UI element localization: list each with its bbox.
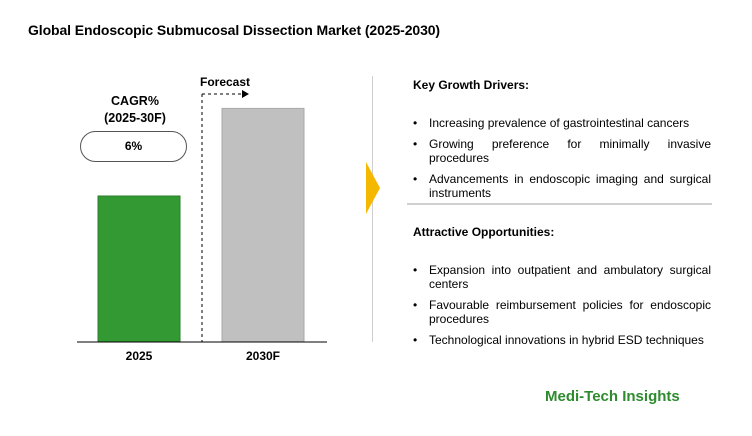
- bars-group: [97, 107, 305, 343]
- market-bar-chart: 2025 2030F: [77, 90, 327, 363]
- x-tick-label: 2030F: [246, 349, 280, 363]
- list-item: Expansion into outpatient and ambulatory…: [413, 263, 711, 291]
- list-item: Technological innovations in hybrid ESD …: [413, 333, 711, 347]
- page-title: Global Endoscopic Submucosal Dissection …: [28, 22, 440, 38]
- forecast-arrow-head: [242, 90, 249, 98]
- horizontal-divider: [407, 203, 712, 205]
- list-item: Advancements in endoscopic imaging and s…: [413, 172, 711, 200]
- list-item: Favourable reimbursement policies for en…: [413, 298, 711, 326]
- bar-2030f: [221, 107, 305, 343]
- forecast-label: Forecast: [200, 75, 251, 89]
- x-tick-label: 2025: [126, 349, 153, 363]
- opportunities-list: Expansion into outpatient and ambulatory…: [413, 263, 711, 354]
- brand-logo-text: Medi-Tech Insights: [545, 388, 680, 405]
- cagr-label-line2: (2025-30F): [104, 111, 166, 125]
- drivers-list: Increasing prevalence of gastrointestina…: [413, 116, 711, 207]
- bar-2025: [97, 195, 181, 343]
- chevron-right-arrow-icon: [366, 162, 380, 214]
- x-tick-labels: 2025 2030F: [126, 349, 280, 363]
- opportunities-title: Attractive Opportunities:: [413, 225, 555, 239]
- list-item: Increasing prevalence of gastrointestina…: [413, 116, 711, 130]
- list-item: Growing preference for minimally invasiv…: [413, 137, 711, 165]
- drivers-title: Key Growth Drivers:: [413, 78, 530, 92]
- cagr-value-badge: 6%: [80, 131, 187, 162]
- cagr-label: CAGR% (2025-30F): [90, 93, 180, 127]
- cagr-label-line1: CAGR%: [111, 94, 159, 108]
